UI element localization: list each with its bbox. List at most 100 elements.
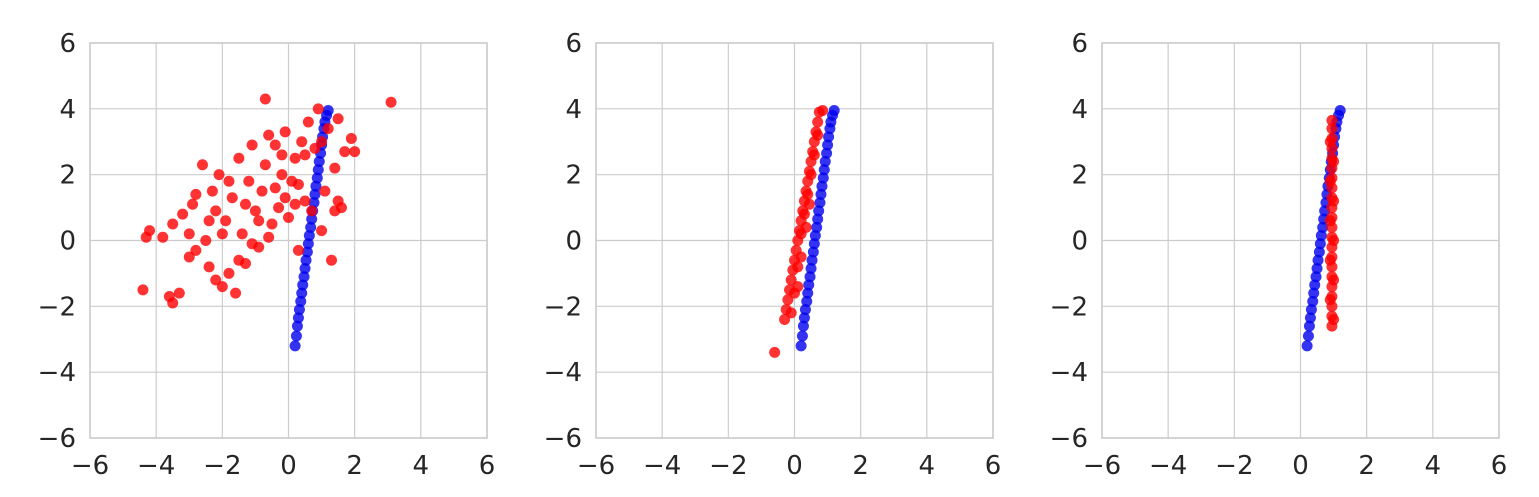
data-point xyxy=(345,132,357,144)
data-point xyxy=(1301,340,1313,352)
data-point xyxy=(246,238,258,250)
data-point xyxy=(296,136,308,148)
data-point xyxy=(1313,246,1325,258)
data-point xyxy=(1326,114,1338,126)
y-tick-label: 2 xyxy=(1071,161,1088,191)
data-point xyxy=(216,281,228,293)
data-point xyxy=(276,169,288,181)
data-point xyxy=(223,175,235,187)
data-point xyxy=(1304,312,1316,324)
data-point xyxy=(220,215,232,227)
data-point xyxy=(1324,175,1336,187)
y-tick-label: −6 xyxy=(38,424,76,454)
data-point xyxy=(299,195,311,207)
data-point xyxy=(819,156,831,167)
x-tick-label: 6 xyxy=(479,451,496,481)
data-point xyxy=(243,175,255,187)
data-point xyxy=(817,172,829,184)
data-point xyxy=(1324,294,1336,306)
data-point xyxy=(290,330,302,342)
plot-frame xyxy=(89,42,488,439)
data-point xyxy=(812,116,824,128)
data-point xyxy=(1328,156,1340,167)
data-point xyxy=(385,96,397,108)
data-point xyxy=(183,228,195,240)
series-2 xyxy=(769,104,829,358)
data-point xyxy=(1328,195,1340,207)
data-point xyxy=(203,261,215,273)
x-tick-label: −4 xyxy=(1149,451,1187,481)
data-point xyxy=(1305,304,1317,316)
data-point xyxy=(203,215,215,227)
data-point xyxy=(1324,215,1336,227)
data-point xyxy=(329,205,341,217)
data-point xyxy=(1307,295,1319,307)
data-point xyxy=(812,129,824,141)
data-point xyxy=(792,281,804,293)
data-point xyxy=(796,330,808,342)
x-tick-label: 6 xyxy=(985,451,1002,481)
data-point xyxy=(795,340,807,352)
series-1 xyxy=(289,104,334,352)
data-point xyxy=(1309,279,1321,291)
data-point xyxy=(239,198,251,210)
data-point xyxy=(196,159,208,171)
data-point xyxy=(312,164,324,176)
data-point xyxy=(814,197,826,209)
data-point xyxy=(187,198,199,210)
data-point xyxy=(803,279,815,291)
x-tick-label: 6 xyxy=(1491,451,1508,481)
data-point xyxy=(821,147,833,159)
data-point xyxy=(807,246,819,258)
data-point xyxy=(289,340,301,352)
data-point xyxy=(785,307,797,319)
data-point xyxy=(263,231,275,243)
data-point xyxy=(1326,123,1338,135)
data-point xyxy=(295,295,307,307)
scatter-panel-3: −6 −4 −2 0 2 4 6 −6 −4 −2 0 2 4 6 xyxy=(1050,29,1508,481)
data-point xyxy=(801,295,813,307)
x-tick-label: −6 xyxy=(71,451,109,481)
data-point xyxy=(816,180,828,192)
data-point xyxy=(802,287,814,299)
data-point xyxy=(269,139,281,151)
data-point xyxy=(803,198,815,210)
data-point xyxy=(273,202,285,214)
data-point xyxy=(322,104,334,116)
x-tick-label: −2 xyxy=(203,451,241,481)
data-point xyxy=(806,254,818,266)
y-tick-label: 6 xyxy=(1071,29,1088,59)
data-point xyxy=(802,188,814,200)
data-point xyxy=(808,238,820,250)
data-point xyxy=(332,113,344,125)
data-point xyxy=(283,211,294,223)
data-point xyxy=(818,164,830,176)
y-tick-label: 0 xyxy=(59,227,76,257)
data-point xyxy=(332,195,344,207)
series-1 xyxy=(1301,104,1346,352)
data-point xyxy=(800,221,812,233)
plot-frame xyxy=(1101,42,1500,439)
data-point xyxy=(246,139,258,151)
data-point xyxy=(177,208,189,220)
data-point xyxy=(1310,271,1322,283)
data-point xyxy=(190,244,202,256)
x-tick-label: 2 xyxy=(1358,451,1375,481)
data-point xyxy=(291,320,303,332)
y-tick-label: 2 xyxy=(565,161,582,191)
data-point xyxy=(253,215,265,227)
data-point xyxy=(809,230,821,242)
data-point xyxy=(804,271,816,283)
data-point xyxy=(292,179,304,191)
y-tick-label: −6 xyxy=(544,424,582,454)
data-point xyxy=(316,225,328,237)
data-point xyxy=(301,246,313,258)
data-point xyxy=(326,254,338,266)
data-point xyxy=(292,312,304,324)
data-point xyxy=(815,188,827,200)
x-tick-label: 0 xyxy=(280,451,297,481)
x-tick-label: 4 xyxy=(1425,451,1442,481)
y-tick-label: 0 xyxy=(565,227,582,257)
data-point xyxy=(795,251,807,263)
